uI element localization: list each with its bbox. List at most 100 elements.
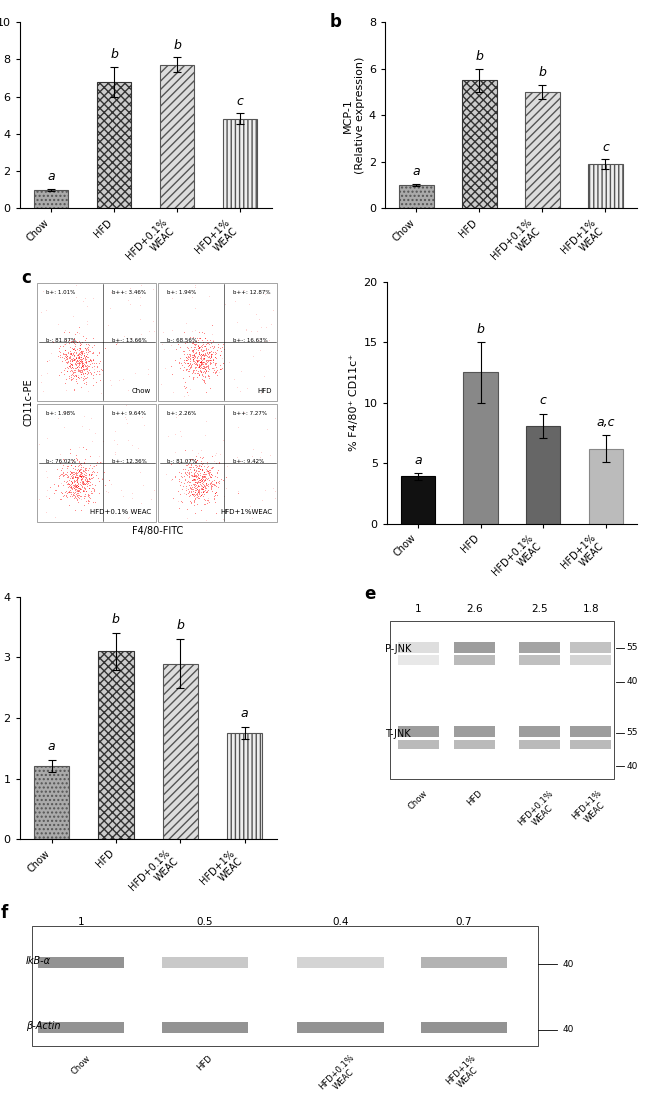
Point	[188, 350, 198, 368]
Point	[72, 464, 83, 482]
Text: 0.5: 0.5	[196, 917, 213, 928]
Point	[188, 490, 199, 508]
Point	[212, 464, 222, 482]
Point	[174, 469, 185, 487]
Point	[213, 335, 223, 353]
Point	[189, 475, 200, 493]
Point	[206, 348, 216, 366]
Point	[196, 349, 207, 367]
Point	[81, 464, 91, 482]
Bar	[454, 726, 495, 737]
Text: 2.5: 2.5	[531, 604, 547, 614]
Point	[210, 356, 220, 374]
Text: b: b	[476, 50, 484, 63]
Text: c: c	[602, 141, 609, 154]
Point	[79, 454, 90, 472]
Point	[75, 480, 85, 498]
Point	[68, 352, 79, 369]
Point	[205, 468, 216, 486]
Point	[202, 347, 213, 365]
Point	[183, 347, 193, 365]
Point	[63, 353, 73, 370]
Point	[194, 461, 205, 478]
Point	[263, 331, 274, 348]
Point	[63, 472, 73, 489]
Y-axis label: CD11c-PE: CD11c-PE	[23, 379, 33, 426]
Point	[64, 462, 75, 479]
Point	[206, 478, 216, 496]
Point	[84, 465, 94, 483]
Point	[79, 370, 90, 388]
Point	[190, 322, 200, 339]
Point	[79, 357, 90, 375]
Point	[83, 491, 93, 509]
Point	[190, 489, 200, 507]
Point	[183, 345, 194, 363]
Point	[203, 489, 213, 507]
Point	[192, 336, 203, 354]
Point	[60, 347, 70, 365]
Point	[73, 346, 83, 364]
Point	[212, 361, 222, 379]
Point	[83, 472, 93, 489]
Point	[183, 465, 194, 483]
Point	[58, 346, 68, 364]
Point	[203, 472, 214, 489]
Point	[185, 346, 195, 364]
Point	[191, 476, 202, 494]
Point	[200, 335, 211, 353]
Point	[200, 465, 210, 483]
Point	[79, 346, 90, 364]
Point	[75, 368, 86, 386]
Bar	[588, 164, 623, 208]
Point	[74, 356, 85, 374]
Point	[73, 368, 83, 386]
Point	[183, 480, 194, 498]
Point	[75, 360, 85, 378]
Point	[171, 408, 181, 425]
Point	[207, 458, 218, 476]
Point	[179, 350, 190, 368]
Point	[200, 346, 210, 364]
Point	[79, 458, 90, 476]
Point	[203, 359, 213, 377]
Point	[196, 354, 207, 371]
Point	[70, 349, 81, 367]
Point	[182, 352, 192, 369]
Point	[170, 425, 180, 443]
Point	[197, 354, 207, 371]
Point	[200, 477, 211, 495]
Point	[192, 347, 203, 365]
Point	[202, 344, 213, 361]
Point	[67, 338, 77, 356]
Point	[203, 350, 214, 368]
Point	[178, 342, 188, 359]
Point	[76, 467, 86, 485]
Point	[77, 473, 87, 490]
Point	[83, 357, 94, 375]
Point	[80, 290, 90, 307]
Point	[205, 347, 216, 365]
Point	[207, 476, 217, 494]
Point	[233, 419, 243, 436]
Text: b+: 1.94%: b+: 1.94%	[167, 290, 196, 295]
Point	[189, 456, 200, 474]
Point	[81, 369, 91, 387]
Point	[183, 360, 194, 378]
Point	[73, 352, 83, 369]
Point	[243, 294, 254, 312]
Point	[65, 484, 75, 501]
Point	[61, 381, 72, 399]
Point	[75, 472, 86, 489]
Point	[211, 361, 221, 379]
Point	[161, 465, 172, 483]
Point	[194, 474, 204, 491]
Point	[68, 338, 79, 356]
Point	[42, 429, 53, 446]
Point	[208, 343, 218, 360]
Point	[84, 355, 95, 372]
Point	[183, 485, 193, 503]
Point	[55, 367, 65, 385]
Text: b+: 2.26%: b+: 2.26%	[167, 411, 196, 417]
Point	[84, 479, 94, 497]
